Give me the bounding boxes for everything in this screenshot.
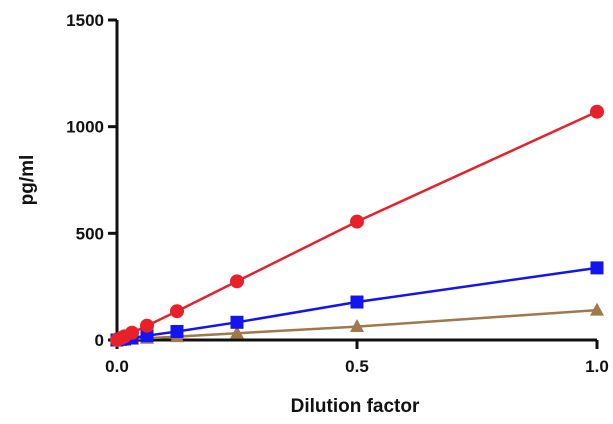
data-point [350,295,364,309]
x-tick-label: 0.5 [345,357,369,376]
data-point [590,261,604,275]
data-point [350,319,364,333]
data-point [140,329,154,343]
axes [115,20,597,342]
series-layer [110,104,604,347]
y-tick-label: 500 [76,224,104,243]
x-tick-label: 0.0 [105,357,129,376]
x-tick-label: 1.0 [585,357,609,376]
series-circle [110,104,604,347]
data-point [230,325,244,339]
data-point [590,302,604,316]
y-axis-title: pg/ml [17,155,38,206]
y-tick-label: 0 [95,331,104,350]
y-tick-label: 1500 [66,11,104,30]
data-point [140,318,154,333]
data-point [350,214,364,229]
series-square [110,261,604,347]
ticks: 0 500 1000 1500 0.0 0.5 1.0 [66,11,609,376]
data-point [230,315,244,329]
data-point [170,304,184,319]
data-point [170,324,184,338]
x-axis-title: Dilution factor [291,396,420,417]
data-point [125,325,139,340]
y-tick-label: 1000 [66,118,104,137]
data-point [590,104,604,119]
data-point [230,274,244,289]
